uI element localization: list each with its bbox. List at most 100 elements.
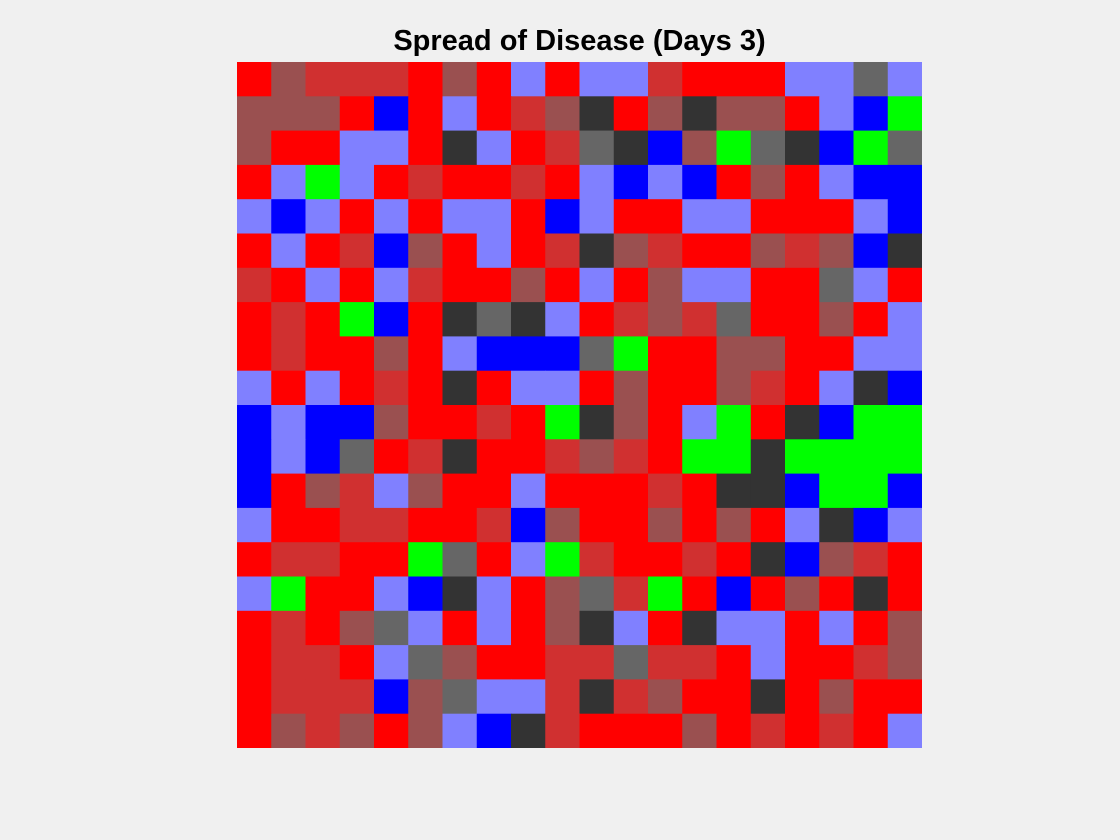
grid-cell <box>819 336 855 372</box>
grid-cell <box>476 405 512 440</box>
grid-cell <box>887 507 922 543</box>
grid-cell <box>408 507 444 543</box>
grid-cell <box>271 542 307 578</box>
grid-cell <box>887 233 922 269</box>
grid-cell <box>511 233 546 269</box>
grid-cell <box>271 199 307 235</box>
grid-cell <box>785 233 820 269</box>
grid-cell <box>511 610 546 646</box>
grid-cell <box>476 473 512 509</box>
grid-cell <box>785 542 820 578</box>
grid-cell <box>785 405 820 440</box>
grid-cell <box>682 96 718 132</box>
grid-cell <box>887 302 922 337</box>
grid-cell <box>339 96 375 132</box>
grid-cell <box>750 267 786 303</box>
grid-cell <box>408 302 444 337</box>
grid-cell <box>819 405 855 440</box>
grid-cell <box>442 267 478 303</box>
grid-cell <box>819 576 855 612</box>
grid-cell <box>682 645 718 680</box>
grid-cell <box>374 199 409 235</box>
grid-cell <box>785 473 820 509</box>
grid-cell <box>237 199 272 235</box>
grid-cell <box>305 233 341 269</box>
chart-title: Spread of Disease (Days 3) <box>393 25 766 57</box>
grid-cell <box>648 130 683 166</box>
grid-cell <box>785 302 820 337</box>
grid-cell <box>237 405 272 440</box>
grid-cell <box>305 576 341 612</box>
grid-cell <box>750 645 786 680</box>
grid-cell <box>511 405 546 440</box>
grid-cell <box>819 164 855 200</box>
grid-cell <box>750 405 786 440</box>
grid-cell <box>374 713 409 748</box>
grid-cell <box>374 679 409 715</box>
grid-cell <box>237 576 272 612</box>
grid-cell <box>613 645 649 680</box>
grid-cell <box>408 199 444 235</box>
grid-cell <box>682 507 718 543</box>
grid-cell <box>853 542 889 578</box>
grid-cell <box>305 473 341 509</box>
grid-cell <box>648 610 683 646</box>
grid-cell <box>887 713 922 748</box>
grid-cell <box>819 302 855 337</box>
grid-cell <box>442 336 478 372</box>
grid-cell <box>613 542 649 578</box>
grid-cell <box>716 713 752 748</box>
grid-cell <box>682 199 718 235</box>
grid-cell <box>853 473 889 509</box>
grid-cell <box>579 164 615 200</box>
grid-cell <box>887 199 922 235</box>
grid-cell <box>750 370 786 406</box>
grid-cell <box>682 233 718 269</box>
grid-cell <box>648 233 683 269</box>
grid-cell <box>682 576 718 612</box>
grid-cell <box>853 679 889 715</box>
grid-cell <box>853 233 889 269</box>
grid-cell <box>785 713 820 748</box>
grid-cell <box>716 336 752 372</box>
grid-cell <box>339 507 375 543</box>
grid-cell <box>476 130 512 166</box>
grid-cell <box>613 336 649 372</box>
grid-cell <box>819 645 855 680</box>
grid-cell <box>237 62 272 97</box>
grid-cell <box>237 679 272 715</box>
grid-cell <box>305 713 341 748</box>
grid-cell <box>305 610 341 646</box>
grid-cell <box>305 130 341 166</box>
grid-cell <box>613 267 649 303</box>
grid-cell <box>374 645 409 680</box>
grid-cell <box>682 473 718 509</box>
grid-cell <box>408 96 444 132</box>
grid-cell <box>853 713 889 748</box>
grid-cell <box>442 645 478 680</box>
grid-cell <box>374 405 409 440</box>
grid-cell <box>237 302 272 337</box>
grid-cell <box>579 713 615 748</box>
grid-cell <box>339 302 375 337</box>
grid-cell <box>750 713 786 748</box>
grid-cell <box>408 164 444 200</box>
grid-cell <box>237 713 272 748</box>
grid-cell <box>408 473 444 509</box>
grid-cell <box>442 164 478 200</box>
grid-cell <box>785 645 820 680</box>
grid-cell <box>750 130 786 166</box>
grid-cell <box>476 610 512 646</box>
grid-cell <box>887 336 922 372</box>
grid-cell <box>613 473 649 509</box>
grid-cell <box>339 610 375 646</box>
grid-cell <box>476 336 512 372</box>
grid-cell <box>887 130 922 166</box>
grid-cell <box>750 507 786 543</box>
grid-cell <box>887 439 922 475</box>
grid-cell <box>374 439 409 475</box>
grid-cell <box>819 233 855 269</box>
grid-cell <box>545 164 581 200</box>
grid-cell <box>648 473 683 509</box>
grid-cell <box>237 370 272 406</box>
